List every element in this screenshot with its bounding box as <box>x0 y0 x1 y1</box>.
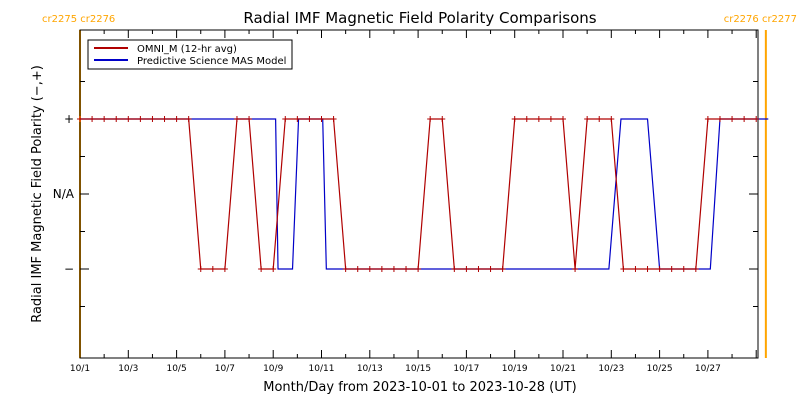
omni-data-point <box>378 266 385 272</box>
chart-title: Radial IMF Magnetic Field Polarity Compa… <box>243 9 596 27</box>
omni-data-point <box>113 116 120 122</box>
y-tick-label: + <box>64 112 74 126</box>
x-axis-label: Month/Day from 2023-10-01 to 2023-10-28 … <box>263 380 576 395</box>
legend-label: Predictive Science MAS Model <box>137 56 286 67</box>
omni-data-point <box>137 116 144 122</box>
omni-data-point <box>89 116 96 122</box>
x-axis-ticks: 10/1 10/3 10/5 10/7 10/9 10/11 10/13 10/15 10/17… <box>70 30 757 374</box>
x-tick-label: 10/25 <box>647 364 673 374</box>
omni-data-point <box>282 116 289 122</box>
omni-data-point <box>149 116 156 122</box>
x-tick-label: 10/21 <box>550 364 576 374</box>
y-tick-label: N/A <box>53 187 75 201</box>
omni-data-point <box>499 266 506 272</box>
omni-data-point <box>439 116 446 122</box>
omni-data-point <box>173 116 180 122</box>
omni-data-point <box>716 116 723 122</box>
x-tick-label: 10/7 <box>215 364 235 374</box>
omni-data-point <box>560 116 566 122</box>
y-axis-ticks: + N/A − <box>53 81 758 307</box>
x-tick-label: 10/17 <box>453 364 479 374</box>
x-tick-label: 10/23 <box>598 364 624 374</box>
omni-data-point <box>366 266 373 272</box>
omni-data-point <box>511 116 518 122</box>
omni-data-point <box>596 116 603 122</box>
legend: OMNI_M (12-hr avg)Predictive Science MAS… <box>87 39 293 70</box>
omni-data-point <box>668 266 675 272</box>
omni-data-point <box>101 116 108 122</box>
omni-data-point <box>318 116 325 122</box>
x-tick-label: 10/9 <box>263 364 283 374</box>
omni-data-point <box>547 116 554 122</box>
x-tick-label: 10/1 <box>70 364 90 374</box>
omni-data-point <box>620 266 627 272</box>
omni-data-point <box>342 266 349 272</box>
omni-data-point <box>221 266 228 272</box>
omni-data-point <box>390 266 397 272</box>
x-tick-label: 10/13 <box>357 364 383 374</box>
omni-data-point <box>704 116 711 122</box>
x-tick-label: 10/11 <box>309 364 335 374</box>
series-lines <box>77 116 769 272</box>
omni-data-point <box>451 266 458 272</box>
omni-data-point <box>197 266 204 272</box>
omni-data-point <box>209 266 216 272</box>
omni-data-point <box>487 266 494 272</box>
series-line-omni <box>80 118 757 270</box>
omni-data-point <box>233 116 240 122</box>
omni-data-point <box>741 116 748 122</box>
omni-data-point <box>463 266 470 272</box>
omni-data-point <box>306 116 313 122</box>
omni-data-point <box>415 266 422 272</box>
omni-data-point <box>185 116 192 122</box>
omni-data-point <box>680 266 687 272</box>
omni-data-point <box>125 116 132 122</box>
carrington-label: cr2275 cr2276 <box>42 14 115 25</box>
y-axis-label: Radial IMF Magnetic Field Polarity (−,+) <box>30 65 45 323</box>
omni-data-point <box>753 116 760 122</box>
omni-data-point <box>729 116 736 122</box>
omni-data-point <box>535 116 542 122</box>
legend-box <box>87 39 293 70</box>
x-tick-label: 10/5 <box>166 364 186 374</box>
omni-data-point <box>294 116 301 122</box>
omni-data-point <box>258 266 265 272</box>
plot-frame <box>79 29 759 359</box>
omni-data-point <box>475 266 482 272</box>
omni-data-point <box>77 116 83 122</box>
omni-data-point <box>330 116 337 122</box>
omni-data-point <box>608 116 615 122</box>
x-tick-label: 10/15 <box>405 364 431 374</box>
omni-data-point <box>656 266 663 272</box>
x-tick-label: 10/19 <box>502 364 528 374</box>
omni-data-point <box>403 266 410 272</box>
omni-data-point <box>644 266 651 272</box>
carrington-label: cr2276 cr2277 <box>724 14 797 25</box>
x-tick-label: 10/27 <box>695 364 721 374</box>
omni-data-point <box>246 116 253 122</box>
y-tick-label: − <box>64 262 74 276</box>
x-tick-label: 10/3 <box>118 364 138 374</box>
legend-label: OMNI_M (12-hr avg) <box>137 44 237 55</box>
omni-data-point <box>354 266 361 272</box>
omni-data-point <box>523 116 530 122</box>
omni-data-point <box>572 266 579 272</box>
omni-data-point <box>270 266 277 272</box>
series-line-model <box>80 118 769 270</box>
omni-data-point <box>692 266 699 272</box>
omni-data-point <box>632 266 639 272</box>
omni-data-point <box>584 116 591 122</box>
omni-data-point <box>427 116 434 122</box>
omni-data-point <box>161 116 168 122</box>
